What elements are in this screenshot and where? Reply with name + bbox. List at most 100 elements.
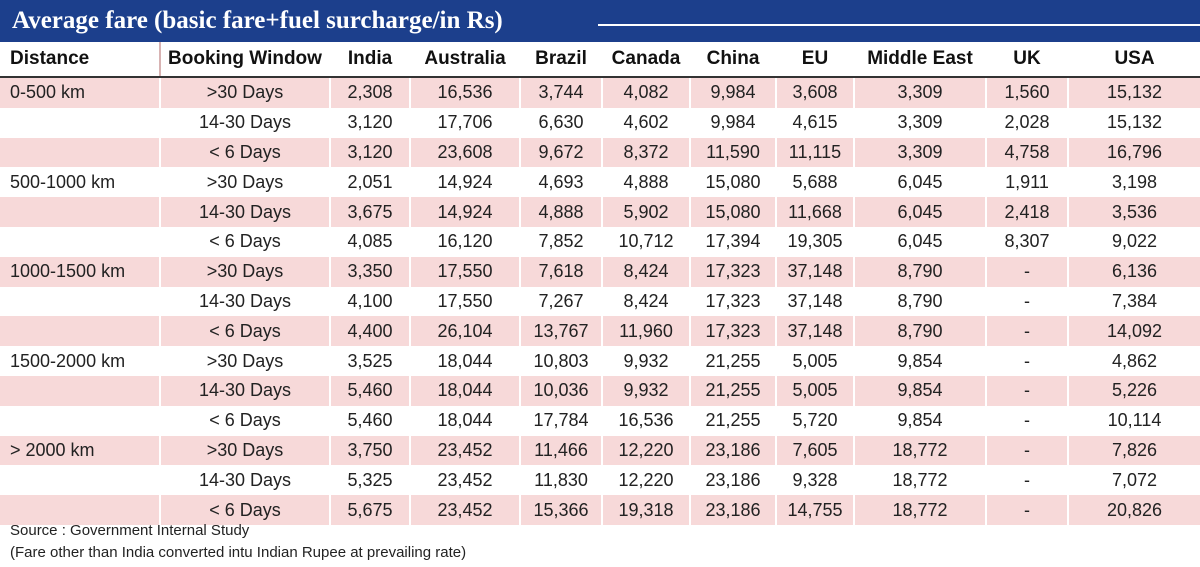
cell-china: 21,255 xyxy=(689,346,776,376)
cell-middle-east: 9,854 xyxy=(853,405,986,436)
table-row: 500-1000 km >30 Days 2,051 14,924 4,693 4,888… xyxy=(0,167,1200,198)
cell-canada: 4,888 xyxy=(601,167,690,198)
cell-distance: 1000-1500 km xyxy=(0,256,160,287)
col-header-india: India xyxy=(329,42,410,78)
cell-usa: 7,384 xyxy=(1067,286,1200,317)
cell-india: 3,120 xyxy=(329,137,410,168)
cell-china: 23,186 xyxy=(689,435,776,466)
cell-india: 5,460 xyxy=(329,375,410,406)
table-row: 1500-2000 km >30 Days 3,525 18,044 10,803 9,9… xyxy=(0,346,1200,376)
cell-canada: 19,318 xyxy=(601,495,690,525)
table-row: < 6 Days 5,675 23,452 15,366 19,318 23,186 14,… xyxy=(0,495,1200,525)
cell-eu: 3,608 xyxy=(775,77,854,108)
cell-eu: 4,615 xyxy=(775,107,854,138)
cell-uk: 1,911 xyxy=(985,167,1068,198)
cell-booking-window: < 6 Days xyxy=(159,405,330,436)
cell-brazil: 17,784 xyxy=(519,405,602,436)
cell-booking-window: 14-30 Days xyxy=(159,107,330,138)
cell-distance xyxy=(0,375,160,406)
cell-middle-east: 6,045 xyxy=(853,167,986,198)
table-row: < 6 Days 3,120 23,608 9,672 8,372 11,590 11,11… xyxy=(0,137,1200,168)
cell-uk: - xyxy=(985,465,1068,496)
col-header-uk: UK xyxy=(985,42,1068,78)
cell-usa: 3,536 xyxy=(1067,197,1200,227)
cell-distance xyxy=(0,405,160,436)
cell-eu: 37,148 xyxy=(775,286,854,317)
table-row: 14-30 Days 3,675 14,924 4,888 5,902 15,080 11,… xyxy=(0,197,1200,227)
cell-uk: 2,418 xyxy=(985,197,1068,227)
cell-middle-east: 18,772 xyxy=(853,465,986,496)
cell-australia: 26,104 xyxy=(409,316,520,347)
cell-india: 3,525 xyxy=(329,346,410,376)
cell-eu: 5,005 xyxy=(775,346,854,376)
cell-canada: 16,536 xyxy=(601,405,690,436)
cell-booking-window: 14-30 Days xyxy=(159,286,330,317)
cell-china: 23,186 xyxy=(689,495,776,525)
table-row: < 6 Days 5,460 18,044 17,784 16,536 21,255 5,7… xyxy=(0,405,1200,436)
cell-australia: 18,044 xyxy=(409,346,520,376)
cell-uk: - xyxy=(985,435,1068,466)
cell-brazil: 7,618 xyxy=(519,256,602,287)
cell-usa: 7,826 xyxy=(1067,435,1200,466)
cell-booking-window: 14-30 Days xyxy=(159,465,330,496)
cell-china: 17,323 xyxy=(689,316,776,347)
cell-australia: 23,452 xyxy=(409,465,520,496)
cell-booking-window: < 6 Days xyxy=(159,137,330,168)
col-header-brazil: Brazil xyxy=(519,42,602,78)
cell-australia: 14,924 xyxy=(409,167,520,198)
cell-eu: 5,005 xyxy=(775,375,854,406)
cell-booking-window: >30 Days xyxy=(159,167,330,198)
cell-middle-east: 9,854 xyxy=(853,375,986,406)
cell-usa: 7,072 xyxy=(1067,465,1200,496)
cell-india: 4,085 xyxy=(329,226,410,257)
cell-distance xyxy=(0,316,160,347)
cell-distance: 0-500 km xyxy=(0,77,160,108)
cell-distance xyxy=(0,495,160,525)
source-note: Source : Government Internal Study xyxy=(10,522,250,539)
cell-uk: - xyxy=(985,375,1068,406)
cell-australia: 16,536 xyxy=(409,77,520,108)
col-header-usa: USA xyxy=(1067,42,1200,78)
cell-india: 3,750 xyxy=(329,435,410,466)
col-header-canada: Canada xyxy=(601,42,690,78)
table-row: 1000-1500 km >30 Days 3,350 17,550 7,618 8,42… xyxy=(0,256,1200,287)
cell-usa: 9,022 xyxy=(1067,226,1200,257)
cell-distance xyxy=(0,107,160,138)
cell-canada: 4,602 xyxy=(601,107,690,138)
cell-distance: > 2000 km xyxy=(0,435,160,466)
cell-brazil: 7,267 xyxy=(519,286,602,317)
cell-eu: 7,605 xyxy=(775,435,854,466)
cell-booking-window: >30 Days xyxy=(159,346,330,376)
table-row: 14-30 Days 5,460 18,044 10,036 9,932 21,255 5,… xyxy=(0,375,1200,406)
cell-uk: 2,028 xyxy=(985,107,1068,138)
cell-australia: 14,924 xyxy=(409,197,520,227)
cell-china: 15,080 xyxy=(689,197,776,227)
col-header-middle-east: Middle East xyxy=(853,42,986,78)
cell-booking-window: >30 Days xyxy=(159,435,330,466)
cell-eu: 37,148 xyxy=(775,256,854,287)
cell-brazil: 15,366 xyxy=(519,495,602,525)
cell-canada: 12,220 xyxy=(601,465,690,496)
cell-australia: 18,044 xyxy=(409,375,520,406)
cell-eu: 5,688 xyxy=(775,167,854,198)
cell-booking-window: 14-30 Days xyxy=(159,197,330,227)
cell-india: 3,675 xyxy=(329,197,410,227)
cell-uk: 1,560 xyxy=(985,77,1068,108)
cell-canada: 8,424 xyxy=(601,256,690,287)
cell-canada: 12,220 xyxy=(601,435,690,466)
title-rule xyxy=(598,24,1200,26)
cell-distance xyxy=(0,197,160,227)
cell-china: 21,255 xyxy=(689,405,776,436)
cell-australia: 23,452 xyxy=(409,435,520,466)
cell-canada: 5,902 xyxy=(601,197,690,227)
cell-uk: - xyxy=(985,286,1068,317)
cell-eu: 11,668 xyxy=(775,197,854,227)
cell-china: 9,984 xyxy=(689,107,776,138)
cell-brazil: 3,744 xyxy=(519,77,602,108)
cell-distance xyxy=(0,226,160,257)
table-row: < 6 Days 4,085 16,120 7,852 10,712 17,394 19,3… xyxy=(0,226,1200,257)
table-row: > 2000 km >30 Days 3,750 23,452 11,466 12,220… xyxy=(0,435,1200,466)
cell-india: 2,308 xyxy=(329,77,410,108)
cell-uk: 4,758 xyxy=(985,137,1068,168)
cell-australia: 23,608 xyxy=(409,137,520,168)
